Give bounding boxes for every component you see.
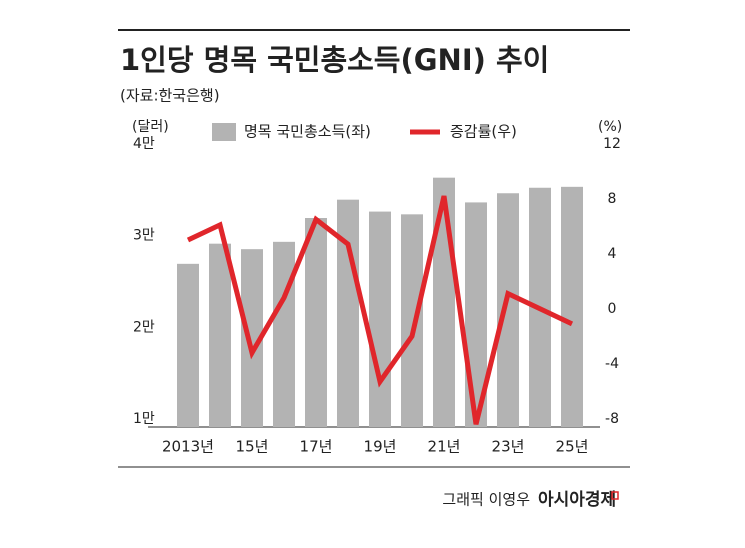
y-tick-label: 1만 xyxy=(133,411,155,427)
y2-tick-label: 0 xyxy=(608,301,617,317)
x-tick-label: 19년 xyxy=(364,438,397,456)
bar xyxy=(369,211,391,427)
legend-label: 명목 국민총소득(좌) xyxy=(244,123,371,141)
x-tick-label: 25년 xyxy=(556,438,589,456)
credit: 그래픽 이영우 xyxy=(442,491,530,509)
bar xyxy=(433,177,455,427)
bar xyxy=(561,186,583,427)
source: 아시아경제 xyxy=(538,490,616,510)
bar xyxy=(337,199,359,427)
bar xyxy=(497,193,519,427)
y2-unit: (%) xyxy=(598,119,622,135)
bar xyxy=(209,243,231,427)
bar xyxy=(401,214,423,427)
y-unit: (달러) xyxy=(132,119,169,135)
x-tick-label: 2013년 xyxy=(162,438,214,456)
y2-tick-label: 8 xyxy=(608,191,617,207)
legend-label: 증감률(우) xyxy=(450,123,517,141)
bar xyxy=(177,263,199,427)
bar xyxy=(305,218,327,427)
y2-tick-label: 4 xyxy=(608,246,617,262)
y2-tick-label: -8 xyxy=(605,411,619,427)
x-tick-label: 23년 xyxy=(492,438,525,456)
x-tick-label: 15년 xyxy=(236,438,269,456)
chart-title: 1인당 명목 국민총소득(GNI) 추이 xyxy=(120,43,549,77)
subtitle: (자료:한국은행) xyxy=(120,87,220,105)
y-tick-label: 2만 xyxy=(133,319,155,335)
legend-swatch xyxy=(212,123,236,141)
bar xyxy=(241,249,263,427)
y-tick-label: 4만 xyxy=(133,136,155,152)
line xyxy=(186,195,574,425)
x-tick-label: 17년 xyxy=(300,438,333,456)
y2-tick-label: 12 xyxy=(603,136,621,152)
x-tick-label: 21년 xyxy=(428,438,461,456)
y2-tick-label: -4 xyxy=(605,356,619,372)
bar xyxy=(273,241,295,427)
logo-mark xyxy=(611,491,619,500)
y-tick-label: 3만 xyxy=(133,228,155,244)
